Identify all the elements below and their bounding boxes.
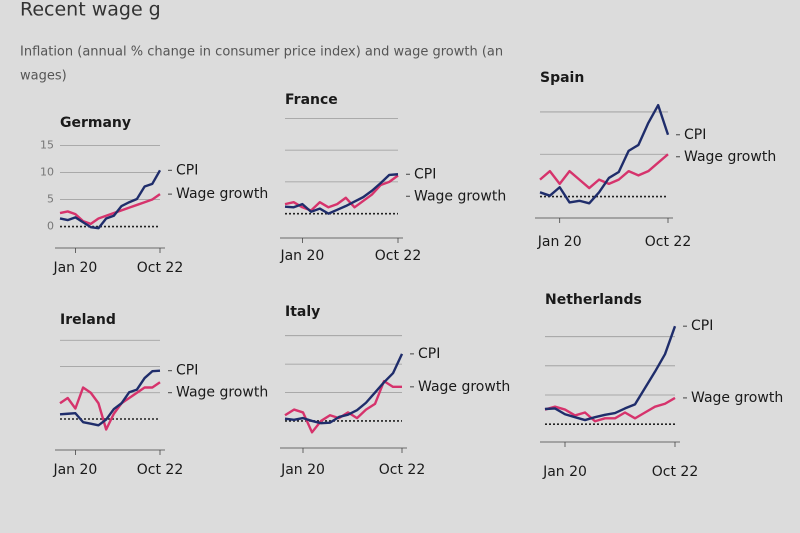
x-tick-label: Oct 22 <box>137 260 183 276</box>
legend-label: CPI <box>414 166 436 182</box>
x-tick-label: Jan 20 <box>52 462 97 478</box>
x-tick-label: Oct 22 <box>645 234 691 250</box>
x-tick-label: Oct 22 <box>652 464 698 480</box>
legend-label: CPI <box>691 318 713 334</box>
legend-label: Wage growth <box>414 188 506 204</box>
x-tick-label: Jan 20 <box>542 464 587 480</box>
legend-label: Wage growth <box>691 390 783 406</box>
x-tick-label: Jan 20 <box>52 260 97 276</box>
series-line <box>59 193 161 226</box>
chart-title: Ireland <box>60 312 116 328</box>
chart-title: Netherlands <box>545 292 642 308</box>
series-line <box>284 353 404 425</box>
subtitle-line: wages) <box>20 69 67 84</box>
x-tick-label: Oct 22 <box>379 462 425 478</box>
y-tick-label: 15 <box>40 138 54 151</box>
x-tick-label: Jan 20 <box>279 248 324 264</box>
x-tick-label: Oct 22 <box>375 248 421 264</box>
chart-title: France <box>285 92 338 108</box>
legend-label: Wage growth <box>176 186 268 202</box>
legend-label: CPI <box>176 162 198 178</box>
series-line <box>59 381 161 431</box>
legend-label: Wage growth <box>684 149 776 165</box>
series-line <box>59 169 162 230</box>
x-tick-label: Jan 20 <box>280 462 325 478</box>
x-tick-label: Jan 20 <box>537 234 582 250</box>
legend-label: CPI <box>684 127 706 143</box>
subtitle-line: Inflation (annual % change in consumer p… <box>20 45 503 60</box>
y-tick-label: 10 <box>40 165 54 178</box>
series-line <box>59 369 161 427</box>
legend-label: Wage growth <box>418 379 510 395</box>
x-tick-label: Oct 22 <box>137 462 183 478</box>
legend-label: CPI <box>176 363 198 379</box>
chart-title: Germany <box>60 115 131 131</box>
series-line <box>284 174 399 212</box>
chart-title: Italy <box>285 304 320 320</box>
series-line <box>544 325 677 422</box>
series-line <box>539 103 670 205</box>
chart-title: Spain <box>540 70 584 86</box>
legend-label: CPI <box>418 346 440 362</box>
series-line <box>544 396 676 423</box>
series-line <box>284 173 399 215</box>
y-tick-label: 0 <box>47 220 54 233</box>
y-tick-label: 5 <box>47 193 54 206</box>
page-title: Recent wage g <box>20 0 161 21</box>
series-line <box>539 153 669 190</box>
legend-label: Wage growth <box>176 385 268 401</box>
